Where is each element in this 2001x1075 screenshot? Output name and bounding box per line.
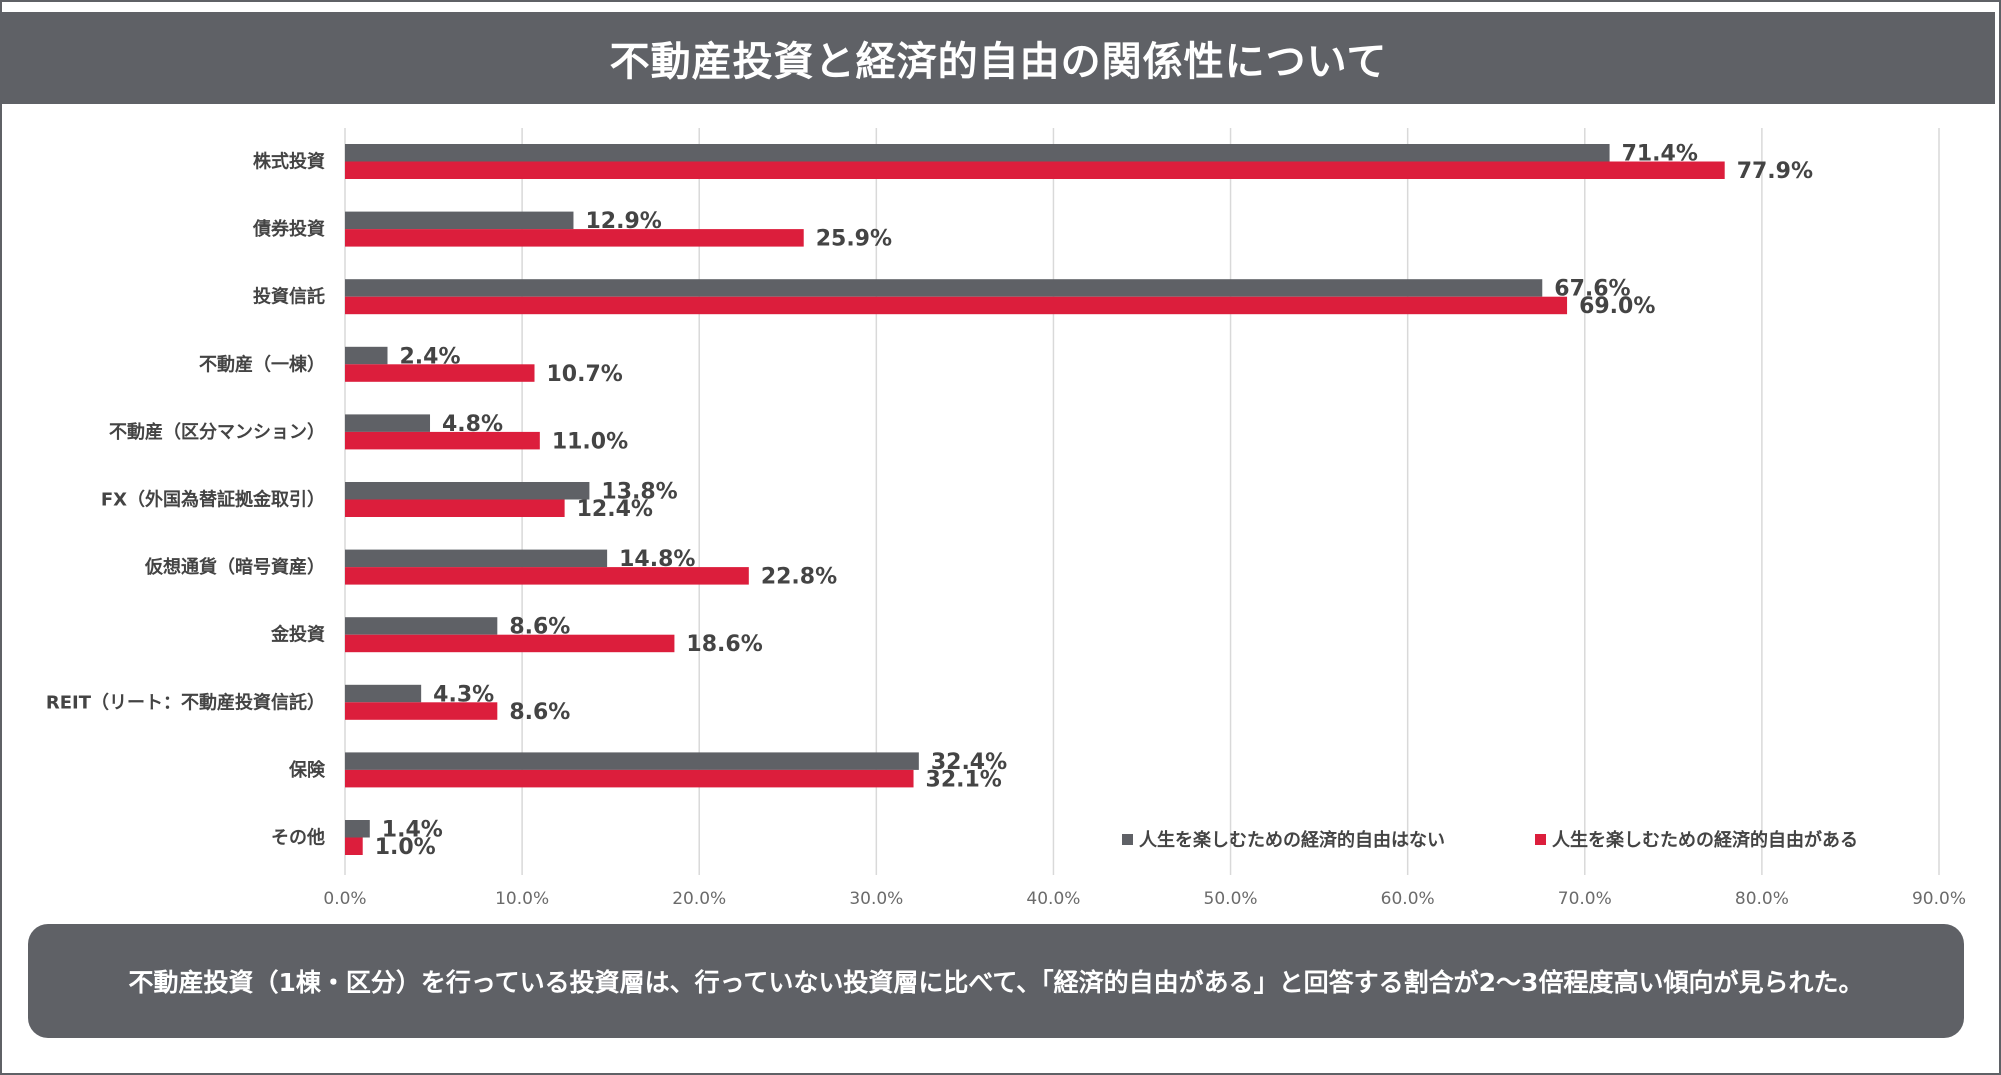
x-tick-label: 30.0% xyxy=(849,889,903,909)
bar xyxy=(345,482,590,500)
x-tick-label: 20.0% xyxy=(672,889,726,909)
category-label: その他 xyxy=(271,827,325,849)
summary-note-box: 不動産投資（1棟・区分）を行っている投資層は、行っていない投資層に比べて、「経済… xyxy=(28,924,1964,1038)
bar xyxy=(345,279,1543,297)
category-label: 金投資 xyxy=(270,624,325,646)
data-label: 69.0% xyxy=(1579,294,1655,319)
data-label: 32.1% xyxy=(926,767,1002,792)
category-label: 債券投資 xyxy=(252,218,325,240)
legend-label: 人生を楽しむための経済的自由がある xyxy=(1552,829,1858,851)
category-label: 仮想通貨（暗号資産） xyxy=(144,556,325,578)
bar xyxy=(345,414,431,432)
category-label: FX（外国為替証拠金取引） xyxy=(101,489,325,511)
bar xyxy=(345,820,370,838)
bar xyxy=(345,431,540,450)
data-label: 77.9% xyxy=(1737,159,1813,184)
data-label: 8.6% xyxy=(509,700,570,725)
bar xyxy=(345,567,749,585)
bar xyxy=(345,499,565,517)
x-tick-label: 60.0% xyxy=(1381,889,1435,909)
legend-label: 人生を楽しむための経済的自由はない xyxy=(1139,829,1445,851)
bar xyxy=(345,837,363,855)
category-label: 不動産（一棟） xyxy=(199,353,325,375)
bar xyxy=(345,617,498,635)
bar xyxy=(345,161,1725,179)
bar xyxy=(345,702,498,720)
bar xyxy=(345,346,388,365)
data-label: 32.4% xyxy=(931,750,1007,775)
data-label: 12.4% xyxy=(577,497,653,522)
bar xyxy=(345,634,675,653)
data-label: 13.8% xyxy=(601,480,677,505)
category-label: 不動産（区分マンション） xyxy=(109,421,325,443)
bar xyxy=(345,752,919,770)
data-label: 1.0% xyxy=(375,835,436,860)
bar xyxy=(345,769,914,788)
data-label: 25.9% xyxy=(816,227,892,252)
bar xyxy=(345,684,422,703)
x-tick-label: 40.0% xyxy=(1026,889,1080,909)
x-tick-label: 80.0% xyxy=(1735,889,1789,909)
legend-swatch xyxy=(1122,834,1133,845)
bar xyxy=(345,364,535,382)
bar xyxy=(345,144,1610,162)
data-label: 18.6% xyxy=(686,632,762,657)
x-tick-label: 50.0% xyxy=(1204,889,1258,909)
category-label: REIT（リート：不動産投資信託） xyxy=(46,691,325,713)
bar xyxy=(345,229,804,247)
data-label: 11.0% xyxy=(552,429,628,454)
data-label: 22.8% xyxy=(761,565,837,590)
x-tick-label: 0.0% xyxy=(323,889,366,909)
legend-swatch xyxy=(1535,834,1546,845)
summary-note: 不動産投資（1棟・区分）を行っている投資層は、行っていない投資層に比べて、「経済… xyxy=(128,968,1864,997)
category-label: 株式投資 xyxy=(253,151,325,173)
data-label: 1.4% xyxy=(382,818,443,843)
x-tick-label: 90.0% xyxy=(1912,889,1966,909)
x-tick-label: 70.0% xyxy=(1558,889,1612,909)
category-label: 保険 xyxy=(288,759,326,781)
chart-title: 不動産投資と経済的自由の関係性について xyxy=(609,39,1388,85)
bar xyxy=(345,296,1568,315)
title-bar: 不動産投資と経済的自由の関係性について xyxy=(2,12,1995,104)
data-label: 10.7% xyxy=(547,362,623,387)
bar xyxy=(345,549,608,568)
x-tick-label: 10.0% xyxy=(495,889,549,909)
category-label: 投資信託 xyxy=(253,286,325,308)
bar xyxy=(345,211,574,230)
